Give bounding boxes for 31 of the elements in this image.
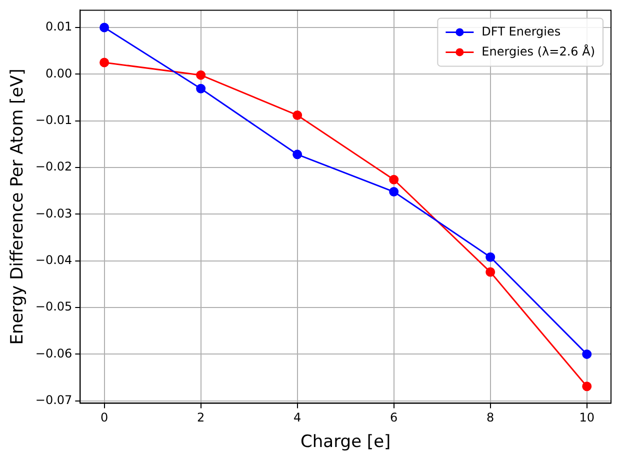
x-tick-label: 2 xyxy=(196,410,205,425)
legend-label: Energies (λ=2.6 Å) xyxy=(482,43,596,58)
y-tick-label: −0.01 xyxy=(35,112,72,127)
x-tick-label: 0 xyxy=(100,410,108,425)
y-tick-label: −0.03 xyxy=(35,206,72,220)
point xyxy=(582,349,592,359)
point xyxy=(389,174,399,184)
point xyxy=(100,22,110,32)
point xyxy=(389,187,399,197)
y-axis-title: Energy Difference Per Atom [eV] xyxy=(8,68,28,345)
point xyxy=(196,84,206,94)
x-tick-label: 4 xyxy=(294,410,302,425)
point xyxy=(292,110,302,120)
x-tick-label: 6 xyxy=(390,410,398,425)
y-tick-label: −0.02 xyxy=(35,160,72,174)
x-tick-label: 8 xyxy=(486,410,494,425)
point xyxy=(582,382,592,392)
point xyxy=(196,70,206,80)
y-tick-label: 0.00 xyxy=(45,66,72,80)
y-tick-label: −0.05 xyxy=(35,300,72,314)
x-tick-label: 10 xyxy=(579,410,595,425)
point xyxy=(486,252,496,262)
x-axis-title: Charge [e] xyxy=(300,432,391,452)
y-tick-label: 0.01 xyxy=(45,20,72,34)
y-tick-label: −0.07 xyxy=(35,392,72,407)
y-tick-label: −0.06 xyxy=(35,346,72,360)
legend-label: DFT Energies xyxy=(482,24,561,38)
point xyxy=(100,58,110,68)
point xyxy=(292,150,302,160)
y-tick-label: −0.04 xyxy=(35,252,72,267)
point xyxy=(486,267,496,277)
